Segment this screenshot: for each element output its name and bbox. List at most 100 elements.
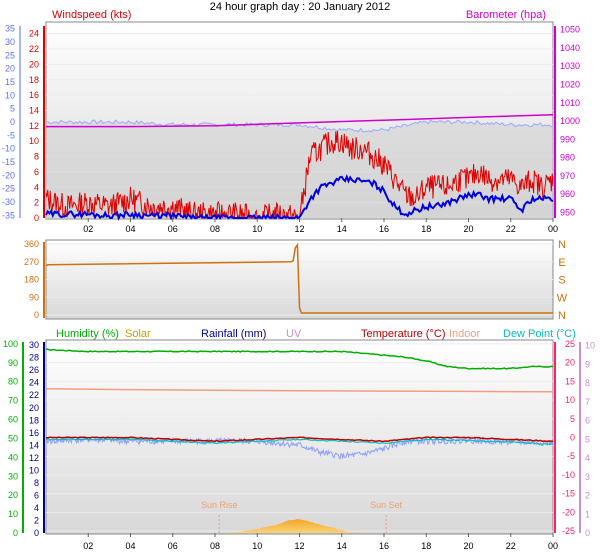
temperature-shade-area xyxy=(46,120,553,218)
humidity-tick-label: 100 xyxy=(3,339,18,349)
humidity-tick-label: 80 xyxy=(8,377,18,387)
windspeed-tick-label: 16 xyxy=(29,90,39,100)
humidity-tick-label: 0 xyxy=(13,528,18,538)
temp-scale-tick-label: -15 xyxy=(2,157,15,167)
uv-tick-label: 6 xyxy=(585,416,590,426)
barometer-tick-label: 990 xyxy=(560,134,575,144)
sun-event-label: Sun Rise xyxy=(201,500,238,510)
uv-tick-label: 3 xyxy=(585,472,590,482)
uv-tick-label: 9 xyxy=(585,359,590,369)
page-title: 24 hour graph day : 20 January 2012 xyxy=(210,1,390,13)
climate-x-tick-label: 00 xyxy=(548,541,558,551)
wind-x-tick-label: 00 xyxy=(548,224,558,234)
temp-scale-tick-label: 5 xyxy=(10,104,15,114)
windspeed-tick-label: 6 xyxy=(34,167,39,177)
dew-point-line xyxy=(45,438,554,445)
climate-x-tick-label: 18 xyxy=(421,541,431,551)
temp-scale-tick-label: -30 xyxy=(2,197,15,207)
legend-label: UV xyxy=(286,328,302,340)
climate-x-tick-label: 20 xyxy=(463,541,473,551)
temp-scale-tick-label: 10 xyxy=(5,90,15,100)
barometer-tick-label: 1030 xyxy=(560,61,580,71)
barometer-tick-label: 970 xyxy=(560,171,575,181)
barometer-tick-label: 1050 xyxy=(560,25,580,35)
direction-tick-label: 180 xyxy=(24,275,39,285)
windspeed-average-line xyxy=(45,173,554,221)
temperature-trace-line xyxy=(45,119,554,133)
temperature-tick-label: -10 xyxy=(562,470,575,480)
barometer-line xyxy=(46,113,554,128)
windspeed-tick-label: 4 xyxy=(34,182,39,192)
direction-tick-label: 270 xyxy=(24,257,39,267)
temp-scale-tick-label: 0 xyxy=(10,117,15,127)
wind-x-tick-label: 06 xyxy=(168,224,178,234)
direction-tick-label: 360 xyxy=(24,239,39,249)
compass-label: S xyxy=(558,275,565,287)
temperature-tick-label: 0 xyxy=(570,433,575,443)
apparent-temp-line xyxy=(45,434,554,460)
solar-area xyxy=(225,519,363,533)
rainfall-tick-label: 10 xyxy=(29,465,39,475)
barometer-tick-label: 1010 xyxy=(560,98,580,108)
barometer-tick-label: 1000 xyxy=(560,116,580,126)
humidity-tick-label: 70 xyxy=(8,396,18,406)
temperature-tick-label: -15 xyxy=(562,489,575,499)
barometer-tick-label: 1020 xyxy=(560,80,580,90)
barometer-tick-label: 950 xyxy=(560,208,575,218)
rainfall-tick-label: 0 xyxy=(34,528,39,538)
wind-x-tick-label: 14 xyxy=(337,224,347,234)
wind-x-tick-label: 04 xyxy=(125,224,135,234)
temperature-line xyxy=(45,436,554,443)
wind-x-tick-label: 12 xyxy=(294,224,304,234)
barometer-tick-label: 980 xyxy=(560,153,575,163)
rainfall-tick-label: 30 xyxy=(29,340,39,350)
rainfall-tick-label: 12 xyxy=(29,453,39,463)
rainfall-tick-label: 20 xyxy=(29,403,39,413)
temp-scale-tick-label: 35 xyxy=(5,24,15,34)
climate-x-tick-label: 08 xyxy=(210,541,220,551)
windspeed-tick-label: 20 xyxy=(29,59,39,69)
direction-tick-label: 0 xyxy=(34,310,39,320)
legend-label: Temperature (°C) xyxy=(361,328,445,340)
humidity-tick-label: 10 xyxy=(8,509,18,519)
rainfall-tick-label: 2 xyxy=(34,515,39,525)
windspeed-tick-label: 22 xyxy=(29,44,39,54)
wind-x-tick-label: 18 xyxy=(421,224,431,234)
compass-label: W xyxy=(557,292,568,304)
temp-scale-tick-label: 30 xyxy=(5,37,15,47)
temperature-tick-label: -25 xyxy=(562,526,575,536)
temp-scale-tick-label: -35 xyxy=(2,210,15,220)
climate-x-tick-label: 12 xyxy=(294,541,304,551)
windspeed-tick-label: 8 xyxy=(34,152,39,162)
climate-x-tick-label: 22 xyxy=(506,541,516,551)
temperature-tick-label: -5 xyxy=(567,451,575,461)
legend-label: Indoor xyxy=(449,328,481,340)
direction-tick-label: 90 xyxy=(29,292,39,302)
wind-x-tick-label: 08 xyxy=(210,224,220,234)
barometer-axis-label: Barometer (hpa) xyxy=(466,9,546,21)
temp-scale-tick-label: -5 xyxy=(7,130,15,140)
sun-event-label: Sun Set xyxy=(370,500,403,510)
temp-scale-tick-label: -10 xyxy=(2,144,15,154)
rainfall-tick-label: 18 xyxy=(29,415,39,425)
legend-label: Dew Point (°C) xyxy=(503,328,576,340)
temperature-tick-label: -20 xyxy=(562,507,575,517)
humidity-tick-label: 90 xyxy=(8,358,18,368)
temperature-tick-label: 15 xyxy=(565,376,575,386)
uv-tick-label: 4 xyxy=(585,453,590,463)
temperature-tick-label: 25 xyxy=(565,339,575,349)
climate-x-tick-label: 04 xyxy=(125,541,135,551)
rainfall-tick-label: 4 xyxy=(34,503,39,513)
humidity-tick-label: 20 xyxy=(8,490,18,500)
uv-tick-label: 0 xyxy=(585,528,590,538)
humidity-tick-label: 30 xyxy=(8,471,18,481)
wind-x-tick-label: 20 xyxy=(463,224,473,234)
windspeed-tick-label: 24 xyxy=(29,29,39,39)
indoor-line xyxy=(45,388,554,393)
temp-scale-tick-label: -25 xyxy=(2,184,15,194)
temp-scale-tick-label: 25 xyxy=(5,50,15,60)
windspeed-tick-label: 10 xyxy=(29,136,39,146)
uv-tick-label: 5 xyxy=(585,434,590,444)
compass-label: N xyxy=(558,239,566,251)
climate-x-tick-label: 10 xyxy=(252,541,262,551)
